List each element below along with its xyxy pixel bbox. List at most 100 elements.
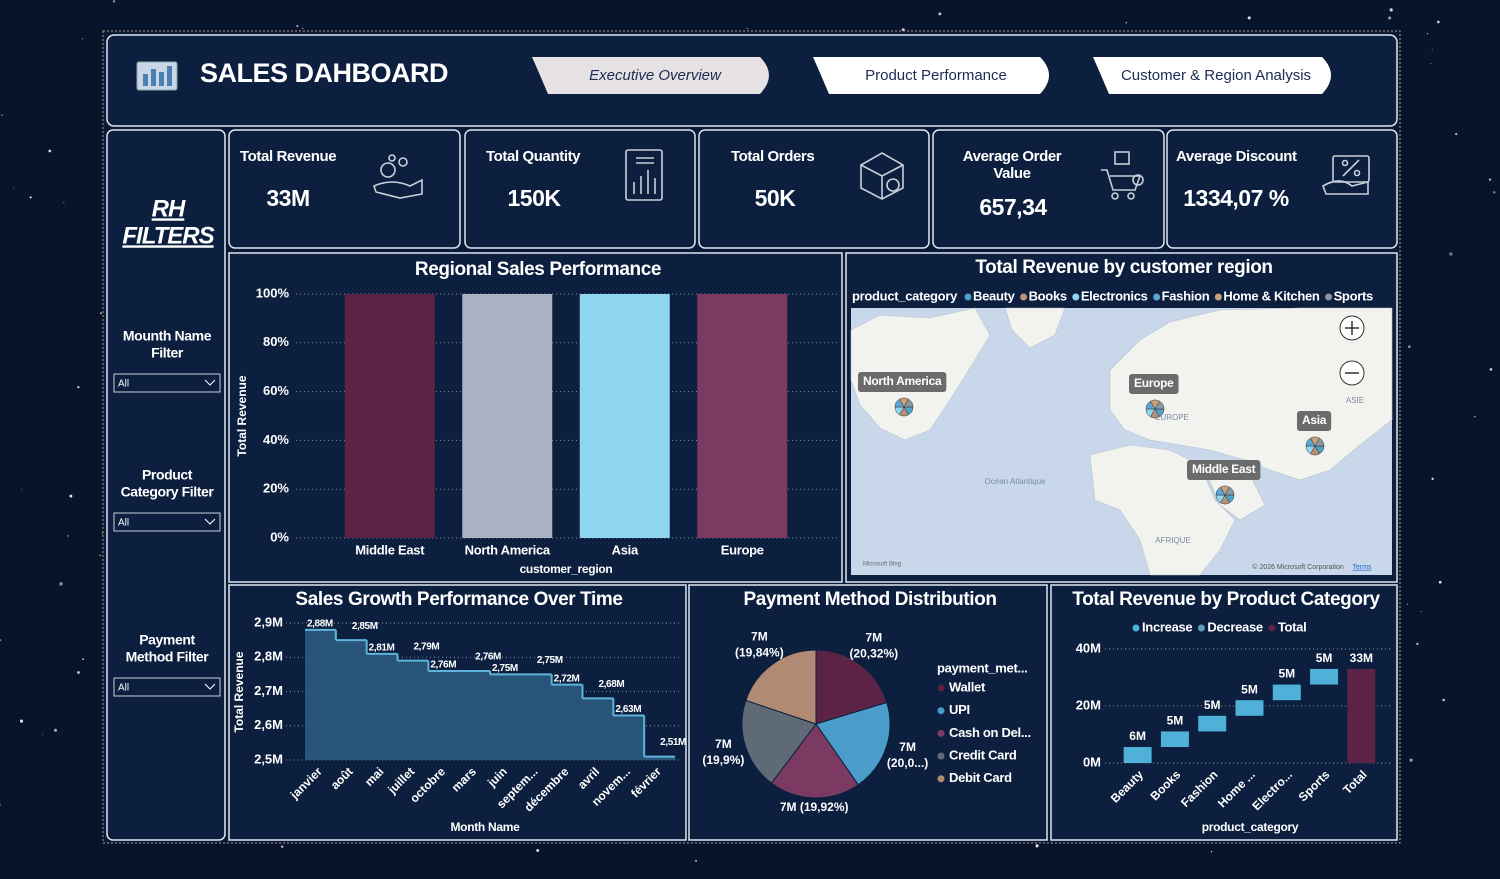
star xyxy=(1416,642,1419,645)
pie-slice xyxy=(745,649,817,725)
dashboard-title: SALES DAHBOARD xyxy=(200,58,448,88)
chart-panel xyxy=(1050,584,1398,841)
star xyxy=(695,859,698,862)
star xyxy=(1406,603,1409,605)
y-tick-label: 40% xyxy=(263,432,289,447)
star xyxy=(1210,850,1213,853)
filter-label: Product xyxy=(142,467,193,483)
x-axis-label: product_category xyxy=(1202,820,1299,834)
data-label: 5M xyxy=(1241,682,1258,696)
icon-orders xyxy=(860,152,904,200)
data-label: 6M xyxy=(1129,729,1146,743)
star xyxy=(1429,62,1432,65)
star xyxy=(81,38,83,40)
y-axis-label: Total Revenue xyxy=(235,375,249,456)
star xyxy=(112,0,116,3)
waterfall-bar xyxy=(1198,715,1227,732)
kpi-value: 33M xyxy=(266,185,309,211)
logo-bar xyxy=(167,66,172,86)
y-tick-label: 2,8M xyxy=(254,649,283,664)
star xyxy=(746,28,748,30)
icon-discount xyxy=(1322,155,1370,195)
legend-swatch xyxy=(964,293,972,301)
kpi-card xyxy=(932,129,1165,249)
legend-label: Electronics xyxy=(1081,288,1148,303)
star xyxy=(0,639,2,642)
star xyxy=(1125,21,1128,24)
star xyxy=(99,554,102,557)
star xyxy=(82,658,85,661)
legend-label: Books xyxy=(1029,288,1067,303)
map-region-label: North America xyxy=(863,374,942,388)
star xyxy=(1409,758,1413,762)
kpi-value: 657,34 xyxy=(979,194,1047,220)
chart-title: Total Revenue by customer region xyxy=(975,257,1272,278)
tab-label: Customer & Region Analysis xyxy=(1121,67,1311,84)
y-tick-label: 0% xyxy=(270,529,289,544)
filter-dropdown[interactable] xyxy=(113,512,221,532)
x-axis-label: Month Name xyxy=(450,820,520,834)
map-terms: Terms xyxy=(1352,564,1372,571)
bar xyxy=(579,294,670,538)
filter-dropdown[interactable] xyxy=(113,677,221,697)
legend-label: Debit Card xyxy=(949,770,1012,785)
kpi-label: Total Revenue xyxy=(240,148,336,165)
filter-dropdown[interactable] xyxy=(113,373,221,393)
star xyxy=(48,149,52,153)
legend-label: Sports xyxy=(1334,288,1373,303)
map-label: Océan Atlantique xyxy=(985,477,1046,486)
waterfall-bar xyxy=(1235,700,1264,716)
kpi-card xyxy=(1166,129,1398,249)
star xyxy=(1455,133,1458,136)
pie-slice xyxy=(770,723,859,799)
legend-swatch xyxy=(937,752,945,760)
tab[interactable] xyxy=(1093,57,1331,94)
star xyxy=(938,12,942,16)
legend-label: Total xyxy=(1278,619,1307,634)
legend-label: Wallet xyxy=(949,679,986,694)
y-tick-label: 0M xyxy=(1083,754,1101,769)
y-tick-label: 2,7M xyxy=(254,683,283,698)
filter-label: Mounth Name xyxy=(123,328,212,344)
filter-value: All xyxy=(118,379,129,390)
kpi-label: Value xyxy=(993,165,1030,182)
star xyxy=(536,849,540,852)
legend-label: Home & Kitchen xyxy=(1223,288,1320,303)
star xyxy=(77,385,80,389)
legend-label: Beauty xyxy=(973,288,1016,303)
legend-swatch xyxy=(1153,293,1161,301)
map-land xyxy=(1004,307,1066,349)
star xyxy=(1431,48,1433,50)
area-step xyxy=(459,670,491,760)
legend-swatch xyxy=(1020,293,1028,301)
kpi-value: 150K xyxy=(508,185,562,211)
map-region-label: Europe xyxy=(1134,376,1174,390)
data-label: 2,72M xyxy=(554,673,580,684)
star xyxy=(77,671,80,674)
area-step xyxy=(490,674,522,760)
data-label: (19,9%) xyxy=(702,753,744,767)
bar xyxy=(344,294,435,538)
tab[interactable] xyxy=(813,57,1049,94)
star xyxy=(21,488,23,490)
area-step xyxy=(644,756,676,760)
chart-title: Regional Sales Performance xyxy=(415,259,661,280)
dropdown-chevron xyxy=(204,379,216,386)
filter-value: All xyxy=(118,683,129,694)
waterfall-bar xyxy=(1310,668,1339,685)
data-label: 5M xyxy=(1204,698,1221,712)
y-tick-label: 2,5M xyxy=(254,751,283,766)
legend-swatch xyxy=(1197,624,1205,632)
y-tick-label: 20% xyxy=(263,481,289,496)
map-region-box xyxy=(858,372,947,392)
dropdown-chevron xyxy=(204,518,216,525)
tab[interactable] xyxy=(532,57,769,94)
area-step xyxy=(551,684,583,760)
star xyxy=(1493,191,1496,194)
area-step xyxy=(613,715,645,760)
star xyxy=(53,728,58,732)
filter-value: All xyxy=(118,518,129,529)
filter-label: Filter xyxy=(151,345,184,361)
star xyxy=(29,196,32,199)
filters-panel xyxy=(106,129,226,841)
